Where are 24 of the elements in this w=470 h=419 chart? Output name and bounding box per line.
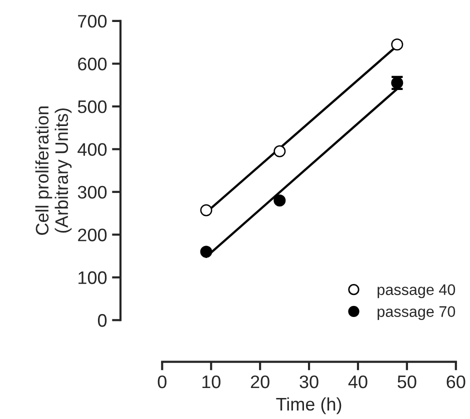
y-tick-label: 500 xyxy=(78,100,107,114)
point xyxy=(200,204,212,216)
legend-label: passage 40 xyxy=(378,284,456,298)
y-tick-label: 100 xyxy=(78,271,107,284)
y-tick-label: 600 xyxy=(78,58,107,70)
x-tick-label: 0 xyxy=(158,375,166,388)
x-tick-label: 60 xyxy=(446,375,466,388)
y-tick-label: 700 xyxy=(78,14,107,28)
x-axis-title: Time (h) xyxy=(276,397,342,414)
point xyxy=(391,38,404,50)
x-tick-label: 10 xyxy=(202,375,220,388)
y-tick-label: 200 xyxy=(78,228,107,242)
point xyxy=(200,246,212,258)
y-axis-title: Cell proliferation (Arbitrary Units) xyxy=(35,106,72,235)
x-tick-label: 50 xyxy=(398,375,416,388)
y-tick-label: 300 xyxy=(78,186,107,199)
y-tick-label: 400 xyxy=(78,143,107,156)
point xyxy=(274,194,286,206)
x-tick-label: 40 xyxy=(348,375,368,388)
y-tick-label: 0 xyxy=(98,314,107,327)
x-tick-label: 30 xyxy=(300,375,318,388)
legend-label: passage 70 xyxy=(378,306,456,320)
point xyxy=(274,145,286,158)
x-tick-label: 20 xyxy=(250,375,270,388)
